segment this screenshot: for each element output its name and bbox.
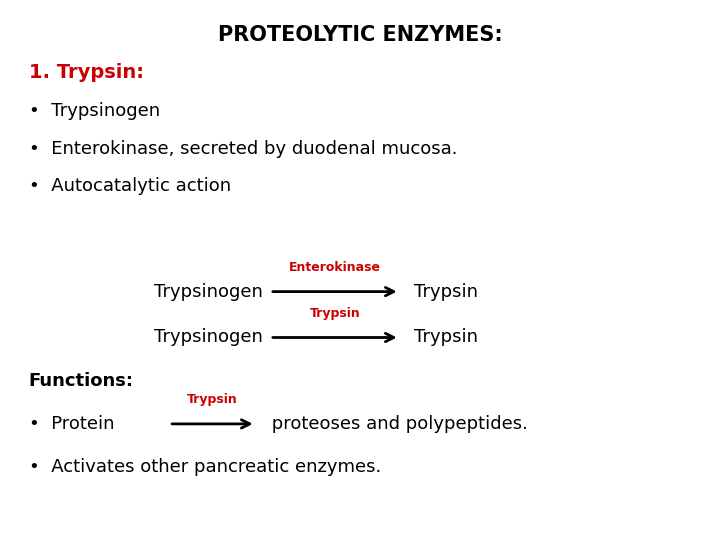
Text: •  Autocatalytic action: • Autocatalytic action [29, 177, 231, 195]
Text: proteoses and polypeptides.: proteoses and polypeptides. [266, 415, 528, 433]
Text: Trypsin: Trypsin [310, 307, 360, 320]
Text: Trypsin: Trypsin [414, 328, 478, 347]
Text: Functions:: Functions: [29, 372, 134, 390]
Text: Trypsin: Trypsin [414, 282, 478, 301]
Text: 1. Trypsin:: 1. Trypsin: [29, 63, 144, 83]
Text: •  Activates other pancreatic enzymes.: • Activates other pancreatic enzymes. [29, 458, 381, 476]
Text: Trypsin: Trypsin [187, 393, 238, 406]
Text: •  Protein: • Protein [29, 415, 120, 433]
Text: Trypsinogen: Trypsinogen [154, 282, 263, 301]
Text: •  Trypsinogen: • Trypsinogen [29, 102, 160, 120]
Text: •  Enterokinase, secreted by duodenal mucosa.: • Enterokinase, secreted by duodenal muc… [29, 139, 457, 158]
Text: Trypsinogen: Trypsinogen [154, 328, 263, 347]
Text: Enterokinase: Enterokinase [289, 261, 381, 274]
Text: PROTEOLYTIC ENZYMES:: PROTEOLYTIC ENZYMES: [217, 25, 503, 45]
